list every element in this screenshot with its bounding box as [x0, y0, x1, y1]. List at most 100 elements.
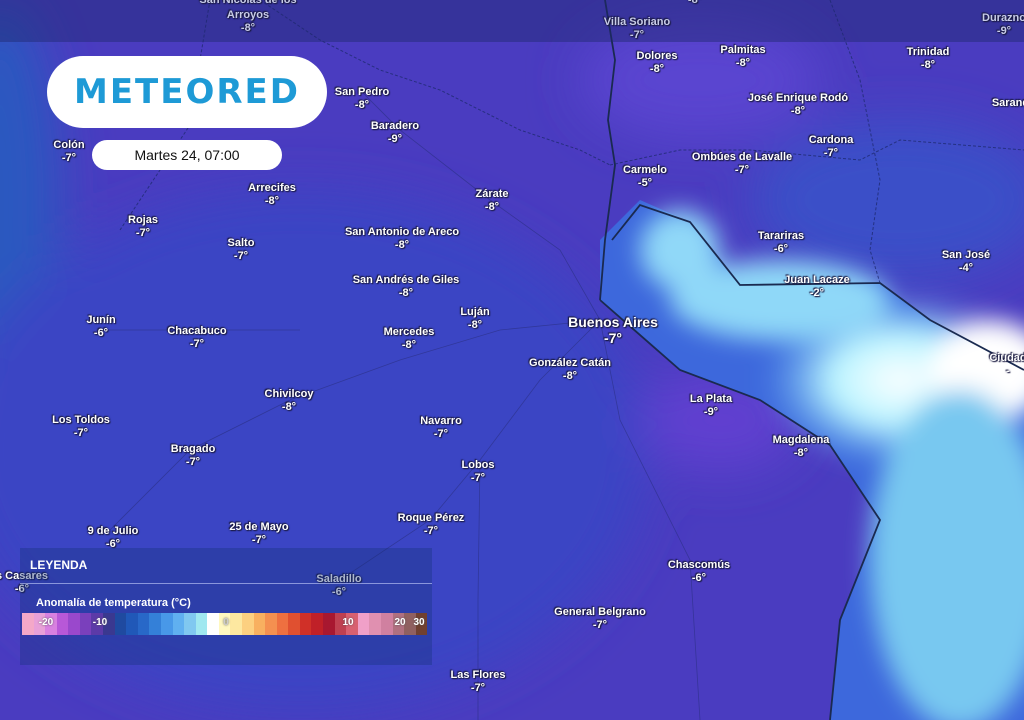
city-label[interactable]: s Casares -6°	[0, 570, 48, 596]
scale-swatch	[323, 613, 335, 635]
city-label[interactable]: 9 de Julio -6°	[88, 525, 139, 551]
city-label[interactable]: Magdalena -8°	[773, 434, 830, 460]
scale-swatch	[253, 613, 266, 635]
city-label[interactable]: Los Toldos -7°	[52, 414, 110, 440]
city-name: Ombúes de Lavalle	[691, 151, 793, 163]
city-name: Los Toldos	[52, 414, 110, 426]
scale-tick: 30	[413, 617, 425, 628]
city-label[interactable]: Dolores -8°	[637, 50, 678, 76]
city-label[interactable]: Bragado -7°	[171, 443, 216, 469]
city-label[interactable]: San Nicolás de los	[199, 0, 296, 7]
scale-swatch	[160, 613, 173, 635]
city-label[interactable]: González Catán -8°	[529, 357, 611, 383]
scale-swatch	[79, 613, 92, 635]
city-temperature: -7°	[73, 427, 89, 439]
legend-subtitle: Anomalía de temperatura (°C)	[36, 597, 191, 609]
city-temperature: -6°	[691, 572, 707, 584]
city-label[interactable]: Lobos -7°	[462, 459, 495, 485]
city-name: Navarro	[420, 415, 462, 427]
city-label[interactable]: San Andrés de Giles -8°	[353, 274, 460, 300]
city-label[interactable]: Carmelo -5°	[623, 164, 667, 190]
city-label[interactable]: San José -4°	[942, 249, 990, 275]
color-scale	[22, 613, 428, 635]
city-name: Sarandí	[991, 97, 1024, 109]
scale-swatch	[288, 613, 300, 635]
city-name: San José	[941, 249, 991, 261]
city-name: Colón	[53, 139, 85, 151]
city-temperature: -7°	[135, 227, 151, 239]
city-label[interactable]: Juan Lacaze -2°	[784, 274, 849, 300]
city-label[interactable]: Palmitas -8°	[720, 44, 765, 70]
city-name: San Pedro	[334, 86, 390, 98]
city-label[interactable]: Roque Pérez -7°	[398, 512, 465, 538]
city-label[interactable]: Trinidad -8°	[907, 46, 950, 72]
city-label[interactable]: Sarandí	[992, 97, 1024, 110]
city-name: Ciudad	[989, 352, 1024, 364]
city-label[interactable]: Chascomús -6°	[668, 559, 730, 585]
city-label[interactable]: Chacabuco -7°	[167, 325, 226, 351]
scale-swatch	[22, 613, 34, 635]
scale-tick: 0	[223, 617, 229, 628]
city-temperature: -8°	[264, 195, 280, 207]
city-label[interactable]: Villa Soriano -7°	[604, 16, 670, 42]
city-label[interactable]: Las Flores -7°	[450, 669, 505, 695]
city-label[interactable]: Junín -6°	[86, 314, 115, 340]
city-name: Arrecifes	[248, 182, 296, 194]
city-label[interactable]: Cardona -7°	[809, 134, 854, 160]
city-temperature: -8°	[240, 22, 256, 34]
scale-swatch	[299, 613, 312, 635]
city-label[interactable]: Zárate -8°	[475, 188, 508, 214]
city-temperature: -8°	[649, 63, 665, 75]
city-label[interactable]: -8°	[688, 0, 702, 7]
city-label[interactable]: Ombúes de Lavalle -7°	[692, 151, 792, 177]
city-temperature: -8°	[394, 239, 410, 251]
city-name: San Antonio de Areco	[344, 226, 460, 238]
city-label[interactable]: Saladillo -6°	[316, 573, 361, 599]
city-temperature: -6°	[773, 243, 789, 255]
city-temperature: -7°	[734, 164, 750, 176]
city-temperature: -7°	[189, 338, 205, 350]
city-name: Villa Soriano	[603, 16, 671, 28]
scale-swatch	[334, 613, 347, 635]
city-label[interactable]: General Belgrano -7°	[554, 606, 646, 632]
city-name: Saladillo	[316, 573, 362, 585]
city-label[interactable]: Navarro -7°	[420, 415, 462, 441]
city-label[interactable]: Luján -8°	[460, 306, 489, 332]
city-label[interactable]: La Plata -9°	[690, 393, 732, 419]
city-label[interactable]: Ciudad -	[989, 352, 1024, 378]
city-temperature: -8°	[735, 57, 751, 69]
city-temperature: -7°	[629, 29, 645, 41]
city-label[interactable]: Mercedes -8°	[384, 326, 435, 352]
city-label[interactable]: Arroyos -8°	[227, 9, 269, 35]
city-label[interactable]: San Antonio de Areco -8°	[345, 226, 459, 252]
city-label[interactable]: Buenos Aires -7°	[568, 314, 658, 346]
city-label[interactable]: Colón -7°	[53, 139, 84, 165]
city-label[interactable]: José Enrique Rodó -8°	[748, 92, 848, 118]
city-temperature: -8°	[793, 447, 809, 459]
scale-swatch	[195, 613, 208, 635]
city-label[interactable]: Arrecifes -8°	[248, 182, 296, 208]
city-label[interactable]: Baradero -9°	[371, 120, 419, 146]
forecast-date-label: Martes 24, 07:00	[92, 140, 282, 170]
city-name: Las Flores	[450, 669, 506, 681]
scale-swatch	[392, 613, 405, 635]
scale-swatch	[380, 613, 393, 635]
city-label[interactable]: Chivilcoy -8°	[265, 388, 314, 414]
city-name: Trinidad	[906, 46, 950, 58]
scale-tick: -20	[38, 617, 54, 628]
city-name: Magdalena	[772, 434, 830, 446]
scale-tick: -10	[92, 617, 108, 628]
city-name: Durazno	[982, 12, 1024, 24]
scale-swatch	[126, 613, 138, 635]
city-label[interactable]: 25 de Mayo -7°	[229, 521, 288, 547]
city-label[interactable]: Rojas -7°	[128, 214, 158, 240]
city-label[interactable]: Salto -7°	[228, 237, 255, 263]
legend-title: LEYENDA	[30, 558, 88, 572]
city-temperature: -8°	[281, 401, 297, 413]
city-label[interactable]: San Pedro -8°	[335, 86, 389, 112]
city-temperature: -8°	[398, 287, 414, 299]
city-label[interactable]: Tarariras -6°	[758, 230, 804, 256]
city-label[interactable]: Durazno -9°	[982, 12, 1024, 38]
scale-swatch	[172, 613, 185, 635]
